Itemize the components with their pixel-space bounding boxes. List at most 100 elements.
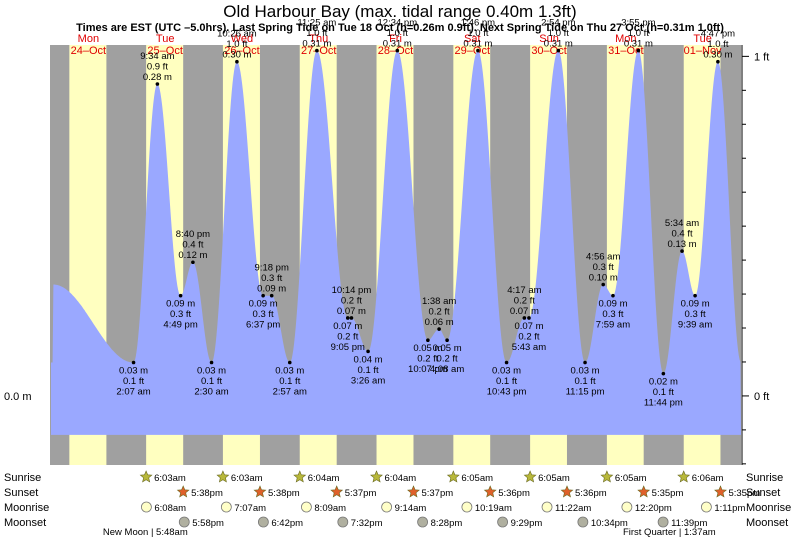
high-tide-label: 0.30 m bbox=[222, 50, 251, 61]
low-tide-label: 0.09 m bbox=[166, 299, 195, 310]
high-tide-label: 11:25 am bbox=[297, 18, 336, 29]
high-tide-point bbox=[716, 59, 720, 64]
low-tide-point bbox=[345, 316, 350, 320]
row-label-right: Moonrise bbox=[746, 502, 791, 514]
moonset-icon bbox=[577, 516, 589, 528]
high-tide-point bbox=[155, 82, 160, 86]
low-tide-label: 6:37 pm bbox=[246, 320, 280, 331]
sunset-time: 5:36pm bbox=[575, 488, 607, 499]
moonrise-time: 9:14am bbox=[395, 503, 427, 514]
high-tide-label: 10:26 am bbox=[217, 29, 257, 40]
high-tide-label: 0.10 m bbox=[589, 273, 618, 284]
sunset-time: 5:35pm bbox=[652, 488, 684, 499]
high-tide-label: 1.0 ft bbox=[628, 28, 649, 39]
day-date: 28–Oct bbox=[378, 45, 413, 57]
moonset-time: 5:58pm bbox=[192, 518, 224, 529]
sunrise-time: 6:05am bbox=[615, 473, 647, 484]
low-tide-label: 0.1 ft bbox=[358, 365, 379, 376]
high-tide-label: 0.31 m bbox=[302, 39, 331, 50]
high-tide-label: 0.3 ft bbox=[593, 262, 614, 273]
high-tide-point bbox=[235, 59, 239, 64]
low-tide-label: 0.03 m bbox=[119, 366, 148, 377]
sunrise-icon bbox=[293, 470, 307, 483]
high-tide-label: 0.3 ft bbox=[261, 273, 282, 284]
sunrise-icon bbox=[370, 470, 383, 483]
high-tide-label: 0.06 m bbox=[425, 317, 454, 328]
high-tide-label: 0.28 m bbox=[143, 72, 172, 83]
high-tide-label: 0.31 m bbox=[383, 39, 412, 50]
right-axis-ticks: 0 ft 1 ft bbox=[742, 51, 769, 465]
low-tide-label: 9:39 am bbox=[678, 320, 712, 331]
moonset-icon bbox=[417, 516, 428, 528]
low-tide-label: 0.05 m bbox=[433, 343, 462, 354]
row-label-left: Moonrise bbox=[4, 502, 49, 514]
right-axis: 0 ft 1 ft bbox=[741, 45, 769, 465]
low-tide-label: 0.03 m bbox=[275, 366, 304, 377]
moonrise-time: 12:20pm bbox=[635, 503, 672, 514]
sunrise-icon bbox=[139, 470, 153, 483]
low-tide-point bbox=[261, 293, 265, 298]
astro-rows: 6:03am 6:03am 6:04am 6:04am 6:05am 6:05am 6:05… bbox=[139, 470, 760, 529]
moonrise-icon bbox=[220, 501, 232, 513]
row-label-right: Sunset bbox=[746, 487, 780, 499]
day-date: 27–Oct bbox=[301, 45, 336, 57]
low-tide-label: 7:59 am bbox=[596, 320, 630, 331]
low-tide-label: 0.3 ft bbox=[253, 309, 274, 320]
low-tide-label: 9:05 pm bbox=[331, 342, 365, 353]
day-name: Thu bbox=[309, 33, 328, 45]
high-tide-label: 0.31 m bbox=[463, 39, 492, 50]
low-tide-point bbox=[693, 293, 697, 298]
high-tide-label: 1:38 am bbox=[422, 296, 456, 307]
low-tide-label: 0.07 m bbox=[514, 321, 543, 332]
low-tide-label: 0.2 ft bbox=[417, 354, 438, 365]
row-label-left: Sunrise bbox=[4, 472, 41, 484]
low-tide-label: 0.03 m bbox=[197, 366, 226, 377]
high-tide-point bbox=[601, 282, 606, 287]
high-tide-label: 9:34 am bbox=[140, 51, 174, 62]
high-tide-label: 1.0 ft bbox=[306, 28, 327, 39]
high-tide-point bbox=[636, 48, 641, 53]
high-tide-point bbox=[395, 48, 400, 53]
moonrise-time: 6:08am bbox=[154, 503, 186, 514]
day-name: Wed bbox=[231, 33, 253, 45]
moonset-time: 6:42pm bbox=[271, 518, 303, 529]
row-label-right: Moonset bbox=[746, 517, 788, 529]
low-tide-label: 0.2 ft bbox=[337, 331, 358, 342]
low-tide-label: 0.2 ft bbox=[518, 331, 539, 342]
low-tide-point bbox=[178, 293, 183, 298]
low-tide-label: 0.09 m bbox=[681, 299, 710, 310]
moonset-time: 8:28pm bbox=[431, 518, 463, 529]
low-tide-label: 0.1 ft bbox=[574, 376, 595, 387]
low-tide-label: 3:26 am bbox=[351, 375, 385, 386]
moonrise-icon bbox=[461, 501, 473, 513]
high-tide-label: 1.0 ft bbox=[467, 28, 488, 39]
low-tide-label: 0.1 ft bbox=[279, 376, 300, 387]
left-axis-zero-label: 0.0 m bbox=[4, 391, 32, 403]
high-tide-label: 0.09 m bbox=[257, 284, 286, 295]
high-tide-label: 1.0 ft bbox=[387, 28, 408, 39]
sunrise-time: 6:05am bbox=[461, 473, 493, 484]
astro-row-labels: Sunrise Sunrise Sunset Sunset Moonrise Moonri… bbox=[4, 472, 791, 529]
sunrise-icon bbox=[523, 470, 537, 483]
moonset-time: 11:39pm bbox=[671, 518, 707, 529]
moonrise-time: 8:09am bbox=[314, 503, 346, 514]
high-tide-label: 10:14 pm bbox=[332, 285, 372, 296]
moonrise-icon bbox=[140, 501, 152, 513]
low-tide-label: 11:15 pm bbox=[566, 387, 605, 398]
high-tide-label: 4:47 pm bbox=[701, 29, 735, 40]
low-tide-label: 4:08 am bbox=[430, 364, 464, 375]
high-tide-label: 0.9 ft bbox=[147, 61, 168, 72]
high-tide-label: 1.0 ft bbox=[707, 39, 728, 50]
low-tide-label: 0.02 m bbox=[649, 377, 678, 388]
moonset-time: 7:32pm bbox=[351, 518, 383, 529]
moonrise-icon bbox=[541, 501, 553, 513]
sunset-time: 5:38pm bbox=[191, 488, 223, 499]
low-tide-label: 0.07 m bbox=[333, 321, 362, 332]
low-tide-point bbox=[527, 316, 531, 320]
day-name: Sat bbox=[464, 33, 481, 45]
low-tide-label: 0.1 ft bbox=[201, 376, 222, 387]
high-tide-label: 5:34 am bbox=[665, 218, 699, 229]
low-tide-point bbox=[209, 360, 214, 365]
sunset-icon bbox=[560, 485, 574, 498]
